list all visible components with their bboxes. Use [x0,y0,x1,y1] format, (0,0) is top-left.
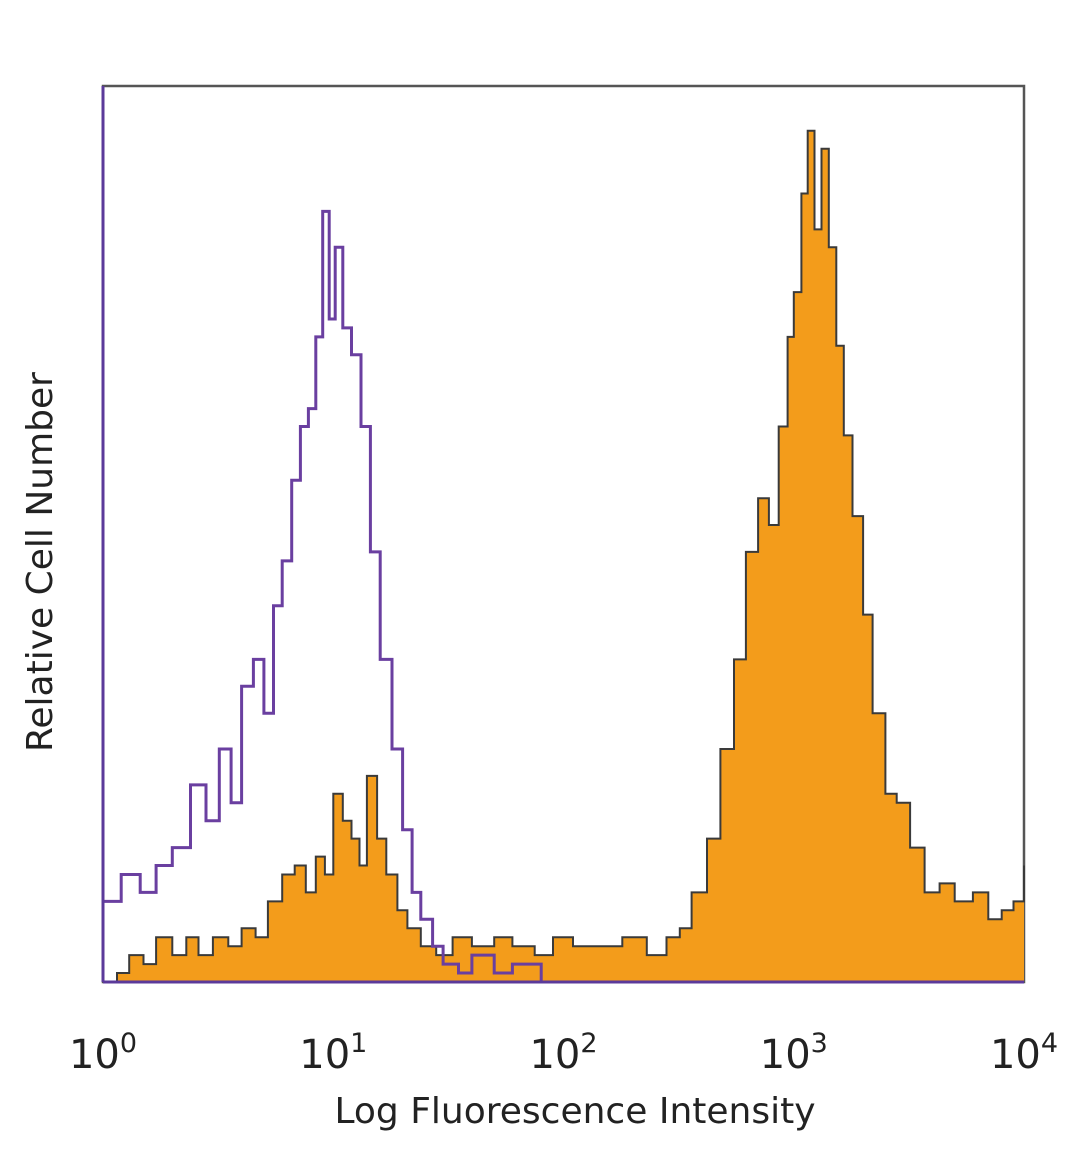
series-layer [103,129,1025,984]
x-tick-label-0: 100 [69,1028,137,1078]
series-1-edge [103,129,1025,983]
x-tick-label-2: 102 [529,1028,597,1078]
series-1-fill [103,130,1024,983]
x-axis-title: Log Fluorescence Intensity [334,1091,815,1132]
y-axis-title: Relative Cell Number [20,372,61,752]
x-tick-label-4: 104 [990,1028,1058,1078]
x-tick-label-3: 103 [760,1028,828,1078]
x-tick-label-1: 101 [299,1028,367,1078]
series-0-line [103,209,564,984]
x-tick-labels: 100 101 102 103 104 [69,1028,1058,1078]
